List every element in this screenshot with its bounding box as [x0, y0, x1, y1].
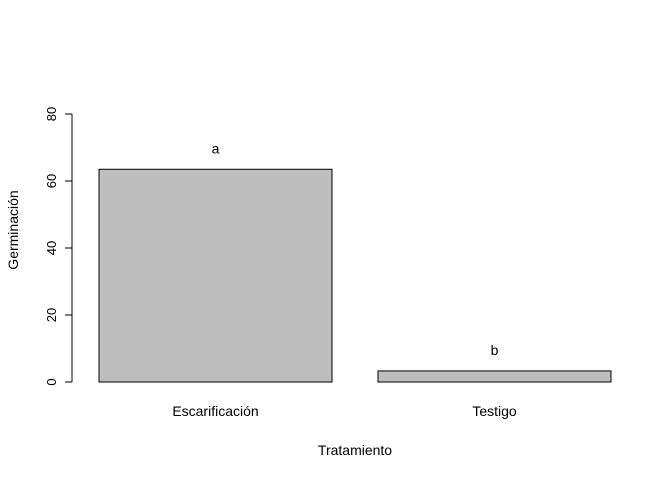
- y-tick-label: 60: [44, 174, 59, 188]
- category-label: Testigo: [472, 403, 517, 419]
- data-label: b: [491, 342, 499, 358]
- bars: [98, 168, 612, 383]
- y-tick-label: 80: [44, 107, 59, 121]
- y-tick-label: 0: [44, 378, 59, 385]
- y-tick-label: 40: [44, 241, 59, 255]
- bar: [98, 168, 333, 383]
- x-axis-label: Tratamiento: [318, 442, 392, 458]
- category-labels: Escarificación Testigo: [172, 403, 517, 419]
- y-axis-label: Germinación: [5, 190, 21, 269]
- data-labels: ab: [212, 140, 499, 358]
- y-tick-label: 20: [44, 308, 59, 322]
- data-label: a: [212, 140, 220, 156]
- y-axis: 0 20 40 60 80: [44, 107, 73, 386]
- category-label: Escarificación: [172, 403, 258, 419]
- bar: [377, 370, 612, 383]
